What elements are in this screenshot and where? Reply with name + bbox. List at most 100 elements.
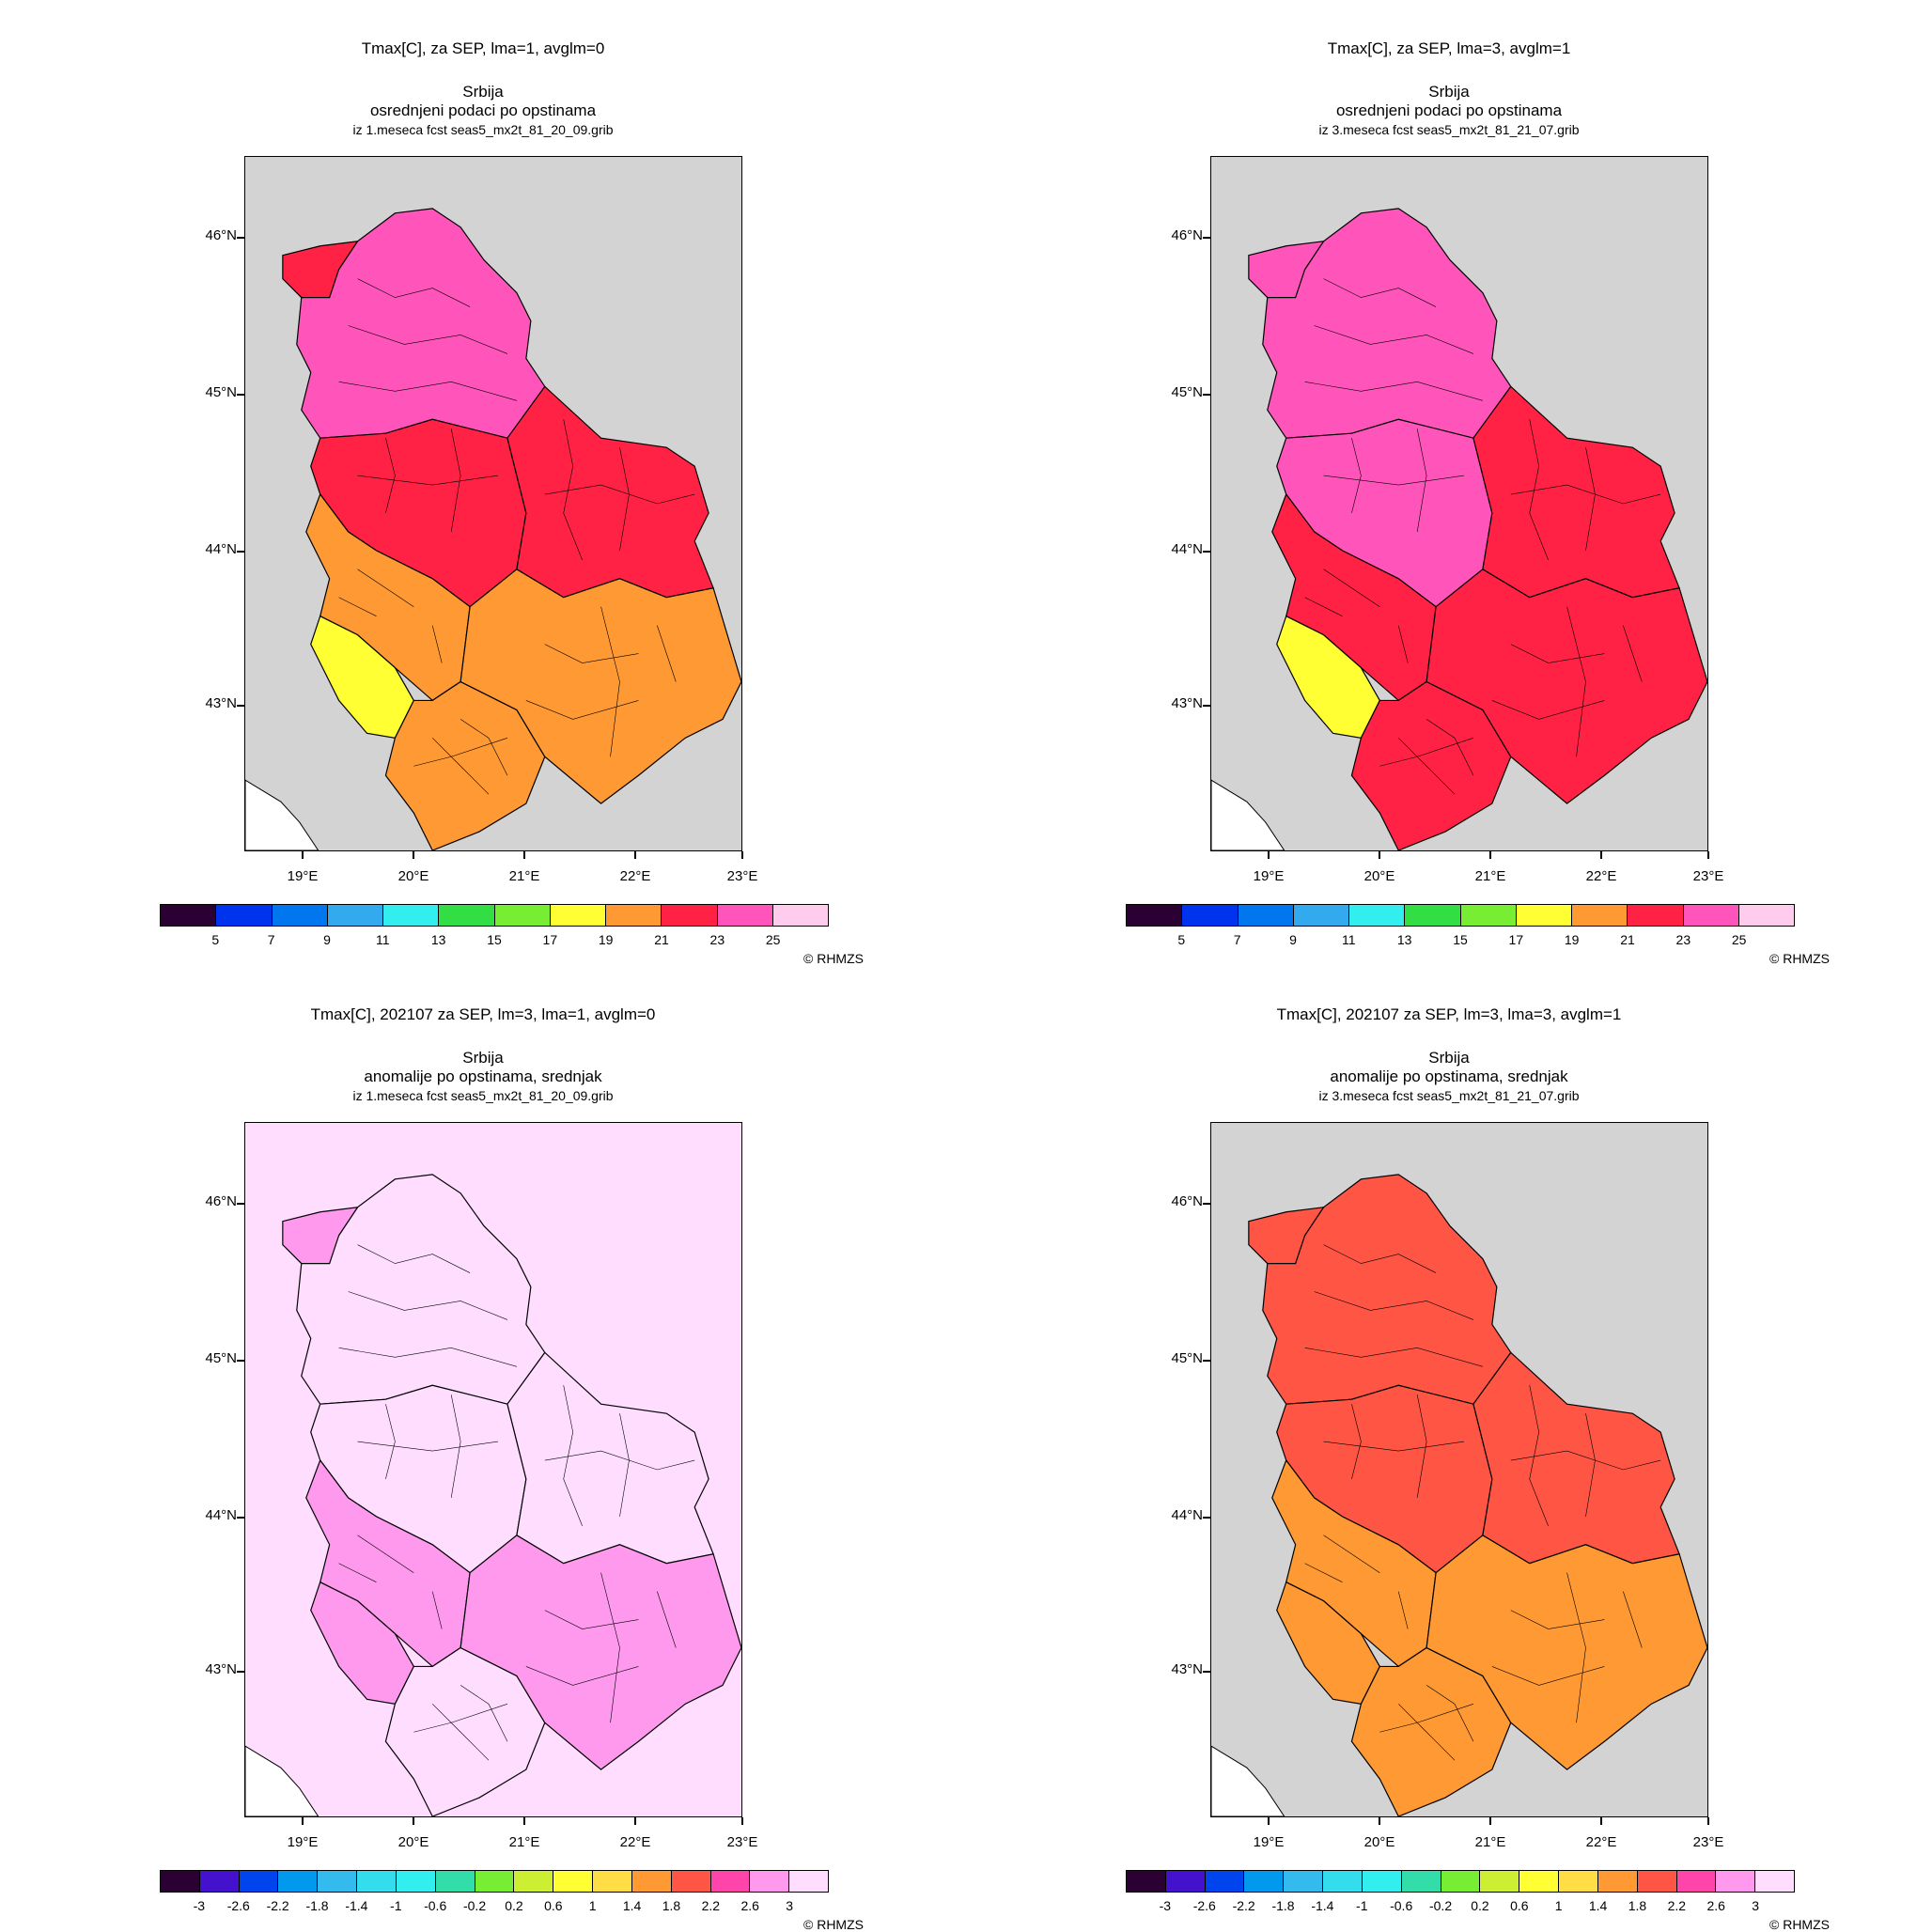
sea-area <box>245 779 319 850</box>
lat-label: 44°N <box>205 1507 237 1523</box>
region-northwest <box>282 1207 359 1265</box>
region-southeast <box>1426 1535 1707 1770</box>
colorbar-swatch <box>671 1871 711 1892</box>
colorbar-swatch <box>1519 1871 1560 1892</box>
lat-label: 44°N <box>205 541 237 557</box>
colorbar-label: 23 <box>1675 932 1691 947</box>
lon-tick <box>1379 1817 1380 1825</box>
lon-label: 20°E <box>1363 868 1395 884</box>
colorbar-swatch <box>1349 905 1406 926</box>
colorbar-label: 21 <box>1620 932 1635 947</box>
colorbar-label: -1.4 <box>345 1898 368 1913</box>
lat-tick <box>237 237 244 239</box>
colorbar-swatch <box>1480 1871 1520 1892</box>
panel-region: Srbija <box>462 1049 504 1067</box>
lat-tick <box>1203 1203 1210 1205</box>
colorbar-label: -0.6 <box>424 1898 447 1913</box>
municipality-borders <box>1304 278 1661 795</box>
colorbar-swatch <box>606 905 662 926</box>
colorbar-swatch <box>1244 1871 1285 1892</box>
panel-title: Tmax[C], 202107 za SEP, lm=3, lma=3, avg… <box>1276 1005 1622 1023</box>
municipality-borders <box>338 278 695 795</box>
colorbar-label: 0.2 <box>1471 1898 1489 1913</box>
colorbar-swatch <box>1683 905 1739 926</box>
colorbar-swatch <box>1441 1871 1481 1892</box>
colorbar-swatch <box>750 1871 790 1892</box>
colorbar-label: 15 <box>487 932 502 947</box>
lat-tick <box>237 1517 244 1519</box>
panel-subtitle: anomalije po opstinama, srednjak <box>1330 1067 1568 1085</box>
colorbar-swatch <box>357 1871 397 1892</box>
panel-title: Tmax[C], za SEP, lma=3, avglm=1 <box>1327 39 1571 57</box>
colorbar-label: 1 <box>588 1898 597 1913</box>
lon-label: 22°E <box>1585 1834 1617 1850</box>
panel-title: Tmax[C], 202107 za SEP, lm=3, lma=1, avg… <box>310 1005 656 1023</box>
lon-label: 23°E <box>1692 868 1724 884</box>
panel-subtitle: anomalije po opstinama, srednjak <box>364 1067 602 1085</box>
colorbar-label: 1.4 <box>622 1898 642 1913</box>
colorbar-swatch <box>396 1871 436 1892</box>
colorbar-swatch <box>439 905 495 926</box>
region-south <box>1350 680 1512 850</box>
colorbar-label: 11 <box>1342 932 1356 947</box>
region-northwest <box>1248 241 1325 299</box>
colorbar-swatch <box>318 1871 358 1892</box>
map-area <box>1210 1122 1708 1817</box>
lat-label: 46°N <box>205 1193 237 1209</box>
map-area <box>244 1122 742 1817</box>
colorbar-swatch <box>1362 1871 1402 1892</box>
colorbar-label: -2.6 <box>226 1898 250 1913</box>
colorbar-label: -1 <box>390 1898 402 1913</box>
colorbar-swatch <box>772 905 828 926</box>
colorbar-label: 1 <box>1554 1898 1563 1913</box>
colorbar-label: 19 <box>1564 932 1580 947</box>
serbia-map <box>245 157 741 850</box>
colorbar-label: 7 <box>267 932 275 947</box>
map-panel-1: Tmax[C], za SEP, lma=1, avglm=0 Srbija o… <box>0 0 966 966</box>
lon-tick <box>634 1817 636 1825</box>
lon-label: 23°E <box>726 868 758 884</box>
colorbar-label: -3 <box>1159 1898 1172 1913</box>
lon-label: 20°E <box>1363 1834 1395 1850</box>
colorbar-swatch <box>1516 905 1572 926</box>
colorbar-label: 1.8 <box>1628 1898 1647 1913</box>
colorbar-label: 13 <box>430 932 446 947</box>
colorbar-label: -2.2 <box>1232 1898 1255 1913</box>
colorbar-label: -1.8 <box>1271 1898 1295 1913</box>
lat-label: 46°N <box>1171 227 1203 243</box>
lon-label: 22°E <box>1585 868 1617 884</box>
colorbar-label: 21 <box>654 932 669 947</box>
colorbar-label: 0.6 <box>544 1898 563 1913</box>
colorbar-label: 15 <box>1453 932 1468 947</box>
lat-tick <box>237 1360 244 1362</box>
colorbar-label: 9 <box>323 932 331 947</box>
colorbar-label: 17 <box>1508 932 1524 947</box>
municipality-borders <box>1304 1244 1661 1761</box>
lat-tick <box>237 1671 244 1673</box>
region-southwest <box>310 1581 414 1705</box>
colorbar-swatch <box>278 1871 319 1892</box>
colorbar-label: 1.8 <box>662 1898 681 1913</box>
lon-label: 23°E <box>1692 1834 1724 1850</box>
colorbar <box>1126 1870 1795 1893</box>
lon-label: 21°E <box>1474 868 1506 884</box>
lon-label: 19°E <box>1253 868 1285 884</box>
colorbar-swatch <box>1559 1871 1598 1892</box>
serbia-map <box>1211 157 1707 850</box>
colorbar-label: 17 <box>542 932 558 947</box>
lon-label: 19°E <box>287 868 319 884</box>
lon-tick <box>741 851 743 859</box>
region-south <box>384 1646 546 1816</box>
colorbar-swatch <box>789 1871 829 1892</box>
lat-label: 43°N <box>205 695 237 711</box>
colorbar-swatch <box>1293 905 1349 926</box>
colorbar-label: 11 <box>376 932 390 947</box>
lon-tick <box>1489 1817 1491 1825</box>
credit-text: © RHMZS <box>803 951 864 966</box>
lon-label: 23°E <box>726 1834 758 1850</box>
colorbar <box>160 1870 829 1893</box>
lon-tick <box>1489 851 1491 859</box>
colorbar-swatch <box>1165 1871 1206 1892</box>
lat-label: 43°N <box>1171 1661 1203 1677</box>
colorbar-label: 5 <box>211 932 220 947</box>
